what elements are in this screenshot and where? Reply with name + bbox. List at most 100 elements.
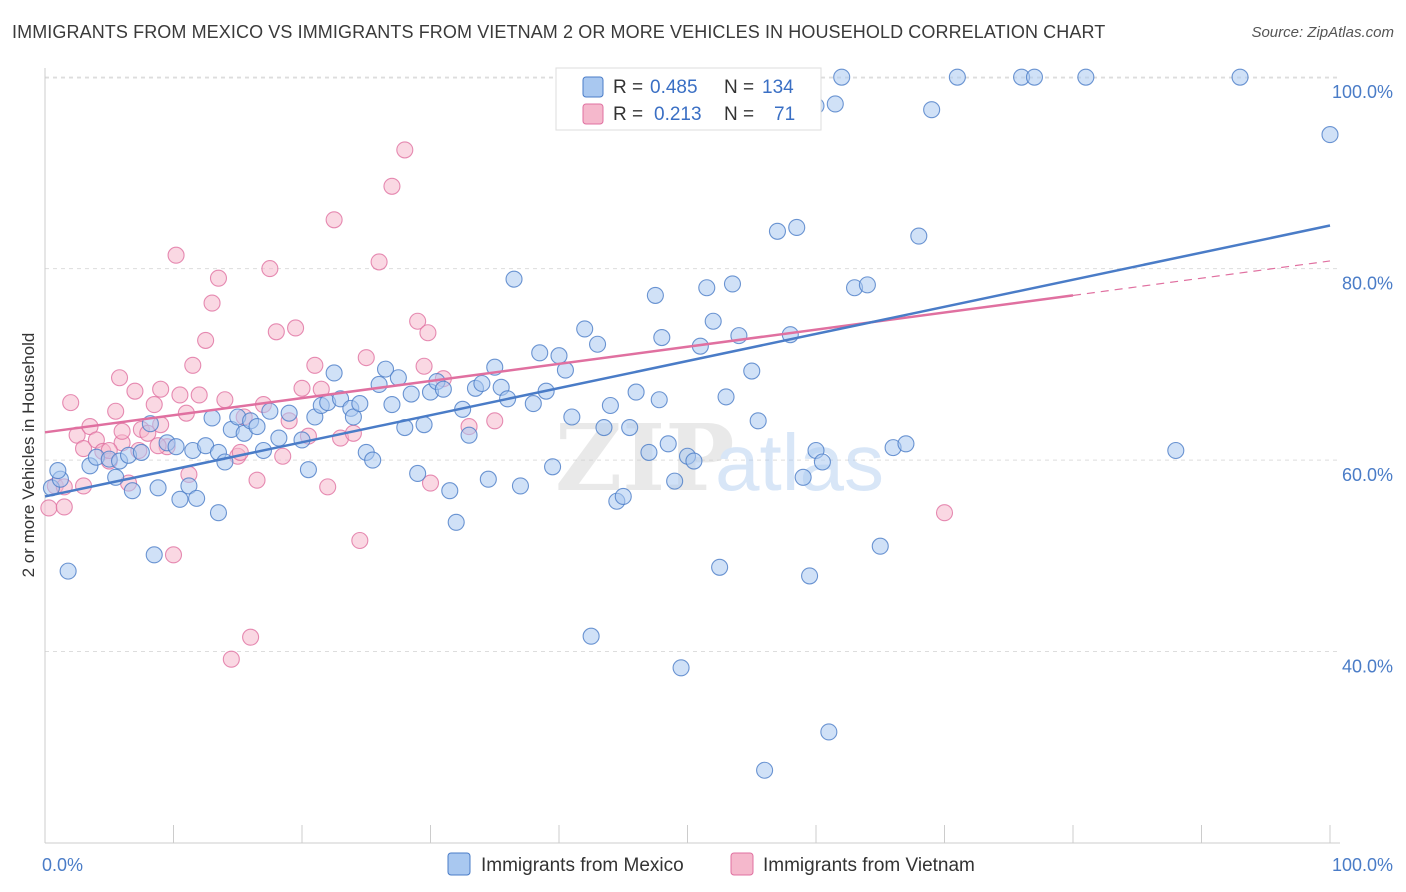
mexico-point xyxy=(550,347,568,365)
mexico-point xyxy=(280,404,298,422)
vietnam-point xyxy=(325,211,343,229)
vietnam-point xyxy=(351,531,369,550)
bottom-legend-label-mexico: Immigrants from Mexico xyxy=(481,855,684,876)
mexico-point xyxy=(910,227,928,245)
vietnam-point xyxy=(261,260,279,278)
vietnam-point xyxy=(293,379,311,397)
mexico-point xyxy=(897,435,915,453)
mexico-point xyxy=(717,388,735,406)
mexico-point xyxy=(794,468,812,486)
chart-title: IMMIGRANTS FROM MEXICO VS IMMIGRANTS FRO… xyxy=(12,22,1106,42)
vietnam-point xyxy=(209,269,228,287)
y-tick-label-80: 80.0% xyxy=(1342,274,1393,294)
mexico-point xyxy=(788,218,806,236)
bottom-legend-swatch-mexico xyxy=(447,852,471,876)
vietnam-point xyxy=(409,312,427,330)
trend-line-vietnam-extension xyxy=(1072,260,1331,297)
vietnam-point xyxy=(190,386,208,404)
stats-legend: R = 0.485 N = 134 R = 0.213 N = 71 xyxy=(555,67,822,131)
bottom-legend-swatch-vietnam xyxy=(730,852,754,876)
vietnam-point xyxy=(110,369,129,387)
mexico-point xyxy=(650,391,668,409)
mexico-point xyxy=(659,435,677,453)
vietnam-point xyxy=(267,323,285,341)
vietnam-point xyxy=(203,294,221,312)
y-tick-label-60: 60.0% xyxy=(1342,465,1393,485)
vietnam-point xyxy=(113,422,131,440)
mexico-point xyxy=(711,558,729,576)
vietnam-point xyxy=(287,319,305,337)
mexico-point xyxy=(325,364,343,382)
mexico-point xyxy=(923,101,941,119)
bottom-legend-label-vietnam: Immigrants from Vietnam xyxy=(763,855,975,876)
mexico-point xyxy=(704,312,722,330)
mexico-point xyxy=(858,276,876,294)
mexico-point xyxy=(188,489,206,507)
legend-r-value-mexico: 0.485 xyxy=(650,77,698,98)
trend-line-mexico xyxy=(44,224,1331,498)
mexico-point xyxy=(614,487,632,506)
mexico-point xyxy=(801,567,819,585)
vietnam-point xyxy=(171,386,189,404)
vietnam-point xyxy=(126,382,144,400)
legend-r-value-vietnam: 0.213 xyxy=(654,104,702,125)
mexico-point xyxy=(621,418,639,437)
mexico-point xyxy=(627,383,645,401)
y-axis-label: 2 or more Vehicles in Household xyxy=(19,333,38,578)
y-tick-label-40: 40.0% xyxy=(1342,657,1393,677)
trend-line-vietnam xyxy=(44,294,1074,434)
vietnam-point xyxy=(62,394,80,412)
vietnam-point xyxy=(383,177,401,195)
vietnam-point xyxy=(486,412,504,430)
mexico-point xyxy=(49,462,67,480)
mexico-point xyxy=(505,270,523,288)
legend-swatch-mexico xyxy=(582,76,604,98)
x-tick-labels: 0.0% 100.0% xyxy=(42,855,1393,875)
mexico-point xyxy=(59,562,77,580)
mexico-point xyxy=(299,461,317,479)
vietnam-point xyxy=(421,474,440,492)
source-credit: Source: ZipAtlas.com xyxy=(1251,24,1394,41)
mexico-point xyxy=(1025,68,1043,86)
mexico-point xyxy=(524,395,542,413)
mexico-point xyxy=(948,68,966,86)
mexico-point xyxy=(261,402,279,420)
mexico-point xyxy=(441,482,459,500)
mexico-point xyxy=(743,362,761,380)
vietnam-point xyxy=(370,253,388,271)
mexico-point xyxy=(167,438,185,456)
mexico-point xyxy=(768,222,787,240)
mexico-point xyxy=(544,458,562,476)
mexico-point xyxy=(871,537,889,555)
mexico-point xyxy=(1167,441,1185,460)
mexico-point xyxy=(409,464,427,483)
mexico-point xyxy=(145,546,163,564)
vietnam-point xyxy=(248,471,266,489)
mexico-point xyxy=(646,286,664,304)
mexico-point xyxy=(756,761,774,779)
mexico-point xyxy=(203,409,221,427)
mexico-point xyxy=(479,470,497,488)
mexico-point xyxy=(749,412,767,430)
vietnam-point xyxy=(274,447,292,465)
watermark-atlas: atlas xyxy=(715,418,884,507)
trend-lines xyxy=(44,224,1331,498)
vietnam-point xyxy=(107,402,125,420)
series-mexico-points xyxy=(42,68,1339,779)
mexico-point xyxy=(1231,68,1249,86)
mexico-point xyxy=(415,416,433,434)
vietnam-point xyxy=(167,246,185,264)
mexico-point xyxy=(588,335,607,353)
vietnam-point xyxy=(216,391,234,409)
vietnam-point xyxy=(935,504,954,522)
mexico-point xyxy=(1077,68,1095,86)
vietnam-point xyxy=(40,499,58,517)
vietnam-point xyxy=(319,478,337,496)
x-tick-label-0: 0.0% xyxy=(42,855,83,875)
mexico-point xyxy=(1321,126,1339,144)
mexico-point xyxy=(653,328,671,347)
mexico-point xyxy=(402,385,420,403)
legend-n-label-vietnam: N = xyxy=(724,104,754,125)
mexico-point xyxy=(833,68,851,86)
